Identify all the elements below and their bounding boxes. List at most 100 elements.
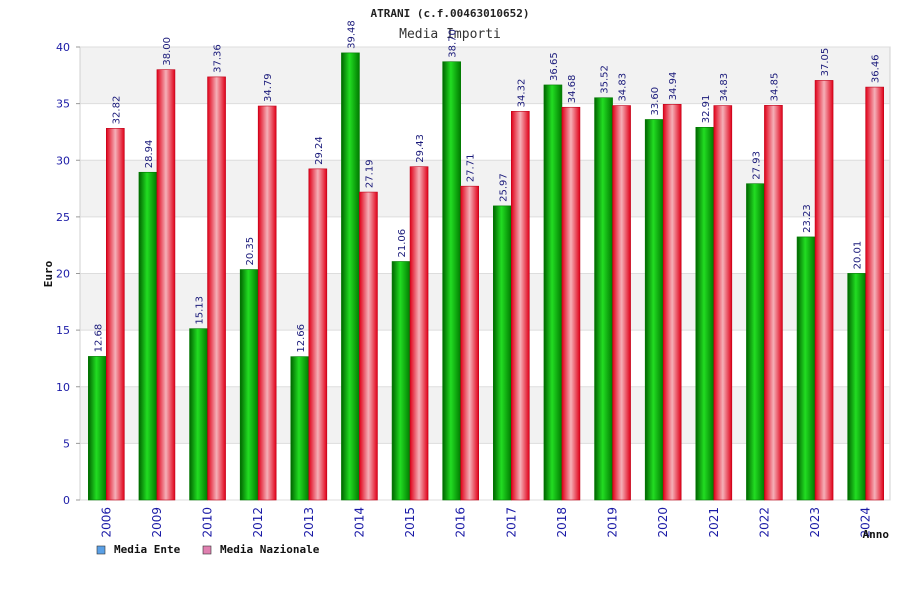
- legend-label-media-ente: Media Ente: [114, 543, 181, 556]
- x-tick-label-2013: 2013: [302, 507, 316, 538]
- legend-swatch-media-nazionale: [202, 545, 212, 555]
- bar-media-nazionale-2006: [106, 128, 125, 501]
- bars: [88, 52, 884, 501]
- y-tick-label: 20: [56, 268, 70, 281]
- bar-media-nazionale-2024: [865, 86, 884, 501]
- x-tick-label-2010: 2010: [201, 507, 215, 538]
- bar-media-nazionale-2018: [561, 106, 581, 501]
- bar-media-ente-2016: [442, 61, 461, 501]
- bar-media-nazionale-2019: [612, 105, 631, 501]
- bar-media-ente-2021: [695, 126, 715, 501]
- x-tick-label-2006: 2006: [99, 507, 113, 538]
- data-label-media-ente-2016: 38.70: [448, 29, 459, 58]
- data-label-media-nazionale-2023: 37.05: [820, 48, 831, 77]
- data-labels: 12.68 32.82 28.94 38.00 15.13 37.36 20.35 34.79…: [93, 20, 881, 352]
- x-tick-label-2016: 2016: [454, 507, 468, 538]
- y-tick-label: 35: [56, 98, 70, 111]
- data-label-media-ente-2018: 36.65: [549, 52, 560, 81]
- bar-media-nazionale-2010: [207, 76, 226, 501]
- data-label-media-nazionale-2006: 32.82: [111, 96, 122, 125]
- data-label-media-nazionale-2020: 34.94: [668, 72, 679, 101]
- y-tick-label: 25: [56, 211, 70, 224]
- bar-media-nazionale-2015: [409, 166, 429, 501]
- x-axis-ticks: 2006 2009 2010 2012 2013 2014 2015 2016 2017 2018…: [99, 507, 872, 538]
- y-axis-title: Euro: [42, 260, 55, 287]
- y-tick-label: 0: [63, 494, 70, 507]
- x-axis-title: Anno: [863, 528, 890, 541]
- bar-media-ente-2009: [138, 171, 158, 501]
- y-tick-label: 30: [56, 154, 70, 167]
- data-label-media-ente-2022: 27.93: [751, 151, 762, 180]
- data-label-media-ente-2021: 32.91: [701, 95, 712, 124]
- data-label-media-nazionale-2015: 29.43: [415, 134, 426, 163]
- bar-media-ente-2013: [290, 356, 310, 501]
- data-label-media-nazionale-2014: 27.19: [364, 159, 375, 188]
- data-label-media-nazionale-2021: 34.83: [719, 73, 730, 102]
- bar-media-nazionale-2020: [662, 104, 682, 501]
- bar-media-ente-2018: [543, 84, 563, 501]
- bar-media-ente-2006: [88, 356, 107, 501]
- x-tick-label-2022: 2022: [757, 507, 771, 538]
- chart-title: ATRANI (c.f.00463010652): [371, 7, 530, 20]
- data-label-media-nazionale-2022: 34.85: [769, 73, 780, 102]
- data-label-media-nazionale-2009: 38.00: [162, 37, 173, 66]
- data-label-media-ente-2006: 12.68: [93, 324, 104, 353]
- data-label-media-ente-2010: 15.13: [195, 296, 206, 325]
- bar-media-ente-2023: [796, 236, 816, 501]
- data-label-media-ente-2020: 33.60: [650, 87, 661, 116]
- bar-media-ente-2022: [746, 183, 765, 501]
- data-label-media-nazionale-2013: 29.24: [314, 136, 325, 165]
- bar-media-ente-2024: [847, 273, 866, 501]
- bar-media-nazionale-2017: [511, 111, 530, 501]
- bar-media-ente-2017: [493, 205, 512, 501]
- bar-media-ente-2020: [644, 119, 664, 501]
- bar-media-nazionale-2013: [308, 168, 328, 501]
- y-tick-label: 15: [56, 324, 70, 337]
- y-tick-label: 10: [56, 381, 70, 394]
- bar-media-nazionale-2016: [460, 185, 479, 501]
- data-label-media-ente-2024: 20.01: [853, 241, 864, 270]
- chart-subtitle: Media Importi: [399, 27, 501, 42]
- bar-media-ente-2014: [341, 52, 360, 501]
- data-label-media-nazionale-2012: 34.79: [263, 73, 274, 102]
- x-tick-label-2015: 2015: [403, 507, 417, 538]
- y-axis-ticks: 0 5 10 15 20 25 30 35 40: [56, 41, 80, 507]
- data-label-media-nazionale-2024: 36.46: [871, 54, 882, 83]
- x-tick-label-2019: 2019: [606, 507, 620, 538]
- data-label-media-ente-2014: 39.48: [346, 20, 357, 49]
- bar-media-nazionale-2014: [359, 191, 378, 501]
- bar-media-ente-2015: [391, 261, 411, 501]
- data-label-media-nazionale-2010: 37.36: [213, 44, 224, 73]
- y-tick-label: 5: [63, 437, 70, 450]
- data-label-media-nazionale-2016: 27.71: [466, 154, 477, 183]
- x-tick-label-2018: 2018: [555, 507, 569, 538]
- x-tick-label-2014: 2014: [352, 507, 366, 538]
- legend-swatch-media-ente: [96, 545, 106, 555]
- y-tick-label: 40: [56, 41, 70, 54]
- data-label-media-ente-2009: 28.94: [144, 140, 155, 169]
- bar-media-nazionale-2012: [257, 105, 277, 501]
- bar-media-nazionale-2021: [713, 105, 733, 501]
- bar-media-ente-2019: [594, 97, 613, 501]
- data-label-media-ente-2019: 35.52: [600, 65, 611, 94]
- legend: Media Ente Media Nazionale: [96, 543, 320, 556]
- data-label-media-nazionale-2019: 34.83: [618, 73, 629, 102]
- data-label-media-ente-2023: 23.23: [802, 204, 813, 233]
- x-tick-label-2012: 2012: [251, 507, 265, 538]
- x-tick-label-2023: 2023: [808, 507, 822, 538]
- x-tick-label-2017: 2017: [504, 507, 518, 538]
- x-tick-label-2021: 2021: [707, 507, 721, 538]
- bar-media-nazionale-2009: [156, 69, 176, 501]
- x-tick-label-2020: 2020: [656, 507, 670, 538]
- data-label-media-nazionale-2017: 34.32: [516, 79, 527, 108]
- data-label-media-nazionale-2018: 34.68: [567, 75, 578, 104]
- data-label-media-ente-2015: 21.06: [397, 229, 408, 258]
- legend-label-media-nazionale: Media Nazionale: [220, 543, 320, 556]
- x-tick-label-2024: 2024: [859, 507, 873, 538]
- data-label-media-ente-2012: 20.35: [245, 237, 256, 266]
- bar-media-nazionale-2023: [814, 80, 834, 501]
- data-label-media-ente-2013: 12.66: [296, 324, 307, 353]
- x-tick-label-2009: 2009: [150, 507, 164, 538]
